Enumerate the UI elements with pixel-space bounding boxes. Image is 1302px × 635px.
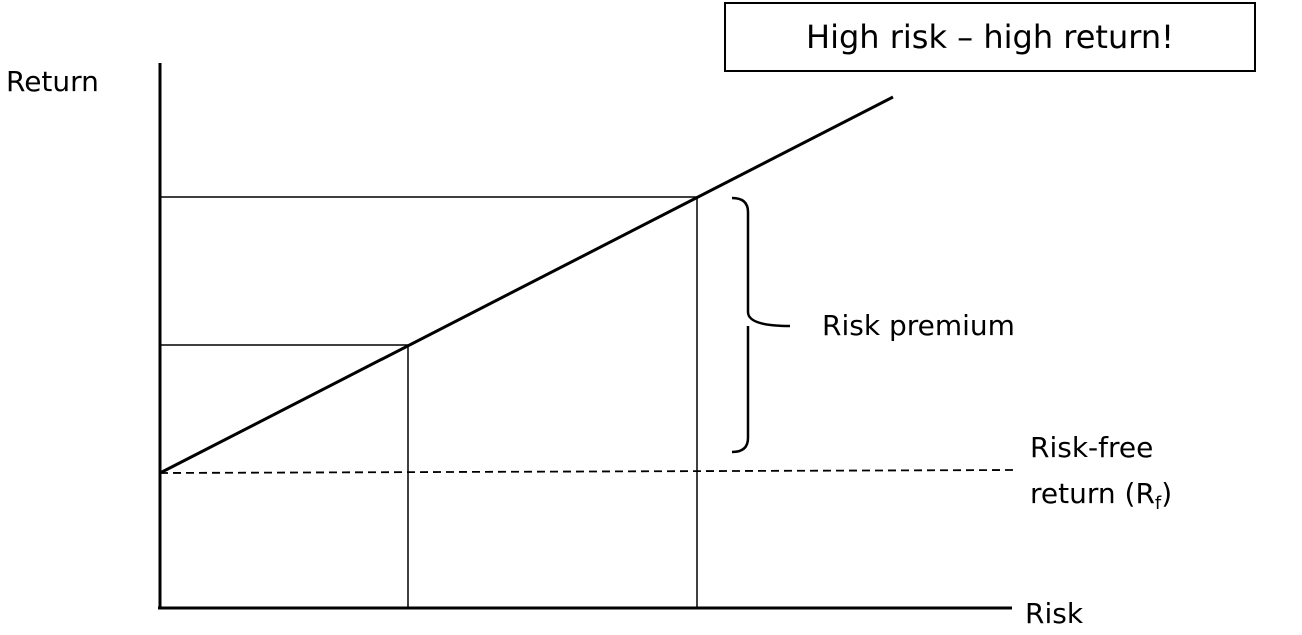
risk-premium-brace — [731, 196, 791, 454]
y-axis-label: Return — [6, 65, 99, 98]
x-axis-label: Risk — [1025, 597, 1084, 630]
risk-free-subscript: f — [1154, 493, 1162, 514]
risk-free-line — [159, 469, 1016, 474]
risk-free-label: Risk-free return (Rf) — [1030, 430, 1172, 516]
risk-return-line — [159, 95, 894, 475]
high-risk-callout-box: High risk – high return! — [724, 2, 1256, 72]
risk-free-suffix: ) — [1161, 477, 1173, 510]
risk-free-label-line1: Risk-free — [1030, 431, 1154, 464]
risk-free-prefix: return (R — [1030, 477, 1155, 510]
risk-free-label-line2: return (Rf) — [1030, 476, 1172, 516]
risk-premium-label: Risk premium — [822, 309, 1015, 342]
high-risk-callout-text: High risk – high return! — [806, 18, 1174, 56]
